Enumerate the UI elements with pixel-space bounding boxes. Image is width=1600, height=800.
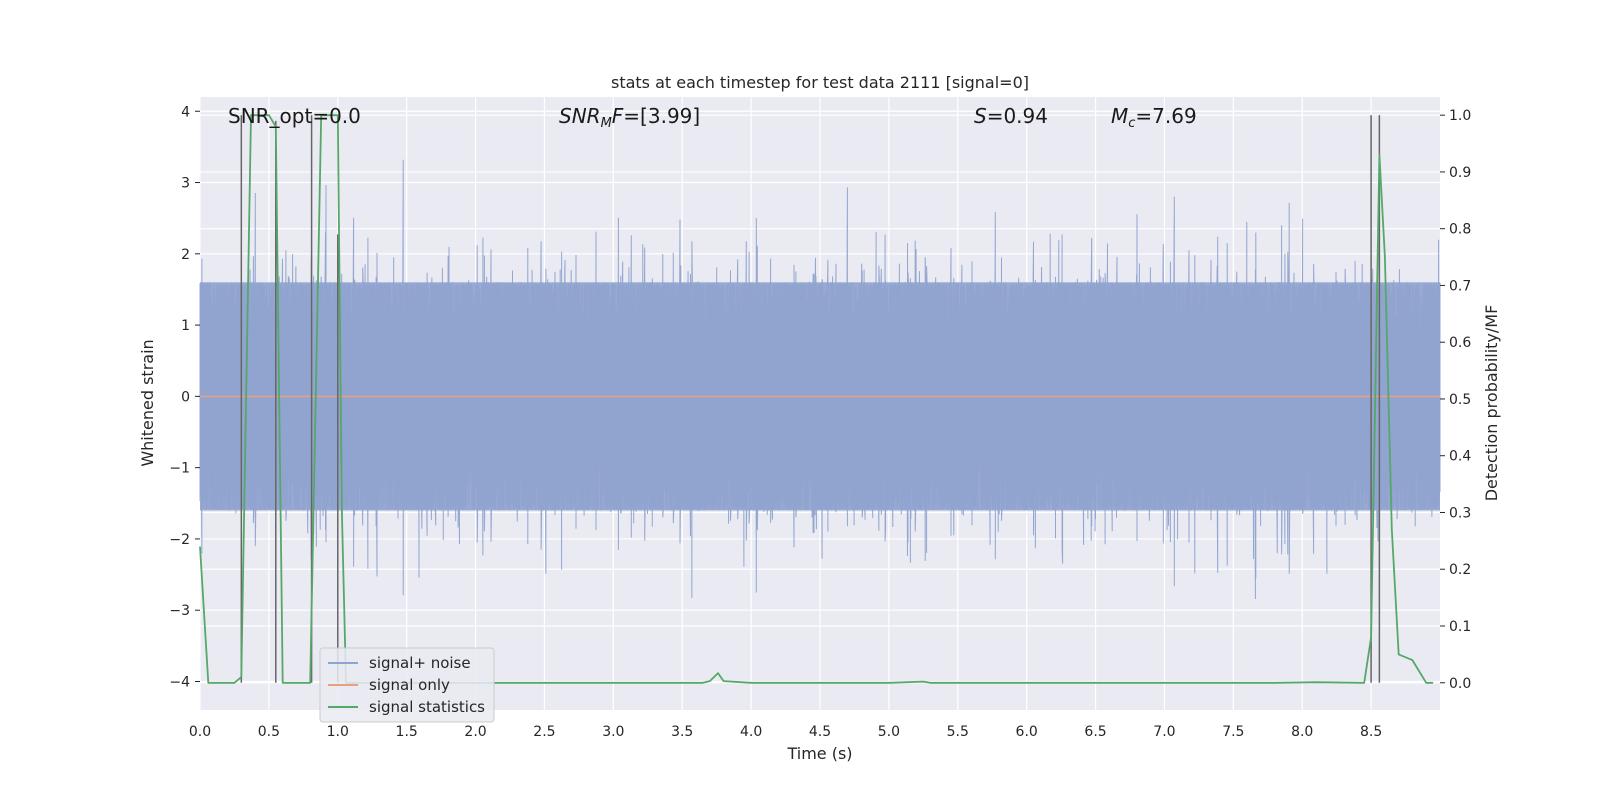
y2-axis-label: Detection probability/MF: [1482, 305, 1501, 502]
y-axis-label: Whitened strain: [138, 339, 157, 466]
x-tick-label: 1.0: [327, 724, 349, 740]
annotation-snr-opt: SNR_opt=0.0: [228, 104, 361, 128]
y2-tick-label: 0.0: [1449, 676, 1471, 692]
y-tick-label: −4: [169, 674, 190, 690]
y-tick-label: −3: [169, 603, 190, 619]
y-tick-label: 2: [181, 247, 190, 263]
x-tick-label: 3.0: [602, 724, 624, 740]
y-ticks: 4 3 2 1 0 −1 −2 −3 −4: [169, 104, 200, 690]
y-tick-label: 1: [181, 318, 190, 334]
x-tick-label: 2.0: [464, 724, 486, 740]
s-value: =0.94: [987, 104, 1048, 128]
y-tick-label: 3: [181, 176, 190, 192]
x-tick-label: 8.0: [1291, 724, 1313, 740]
y-tick-label: 0: [181, 389, 190, 405]
legend-box: [319, 647, 495, 723]
x-tick-label: 3.5: [671, 724, 693, 740]
y2-ticks: 1.0 0.9 0.8 0.7 0.6 0.5 0.4 0.3 0.2 0.1 0.0: [1440, 108, 1471, 692]
legend-label-signal-only: signal only: [369, 676, 450, 694]
annotation-mc: Mc=7.69: [1111, 104, 1197, 131]
y2-tick-label: 0.3: [1449, 505, 1471, 521]
x-ticks: 0.0 0.5 1.0 1.5 2.0 2.5 3.0 3.5 4.0 4.5 5.0 5.5 6.0 6…: [189, 724, 1382, 740]
y2-tick-label: 0.9: [1449, 165, 1471, 181]
chart-title: stats at each timestep for test data 211…: [611, 73, 1029, 92]
signal-statistics-line: [199, 114, 1434, 684]
x-tick-label: 8.5: [1360, 724, 1382, 740]
x-tick-label: 0.0: [189, 724, 211, 740]
snr-mf-label: SNR: [559, 104, 601, 128]
x-tick-label: 7.5: [1222, 724, 1244, 740]
legend-label-signal-statistics: signal statistics: [369, 698, 485, 716]
x-axis-label: Time (s): [786, 744, 852, 763]
x-tick-label: 4.0: [740, 724, 762, 740]
y2-tick-label: 0.6: [1449, 335, 1471, 351]
y2-tick-label: 0.8: [1449, 222, 1471, 238]
y2-tick-label: 0.5: [1449, 392, 1471, 408]
x-tick-label: 1.5: [396, 724, 418, 740]
annotation-snr-mf: SNRMF=[3.99]: [559, 104, 700, 131]
y2-tick-label: 0.2: [1449, 562, 1471, 578]
legend: signal+ noise signal only signal statist…: [319, 647, 495, 723]
s-label: S: [974, 104, 987, 128]
y-tick-label: −2: [169, 532, 190, 548]
y2-tick-label: 1.0: [1449, 108, 1471, 124]
x-tick-label: 5.5: [947, 724, 969, 740]
snr-mf-f: F: [612, 104, 624, 128]
x-tick-label: 6.0: [1016, 724, 1038, 740]
y-tick-label: 4: [181, 104, 190, 120]
mc-label: M: [1111, 104, 1128, 128]
x-tick-label: 7.0: [1153, 724, 1175, 740]
annotation-s: S=0.94: [974, 104, 1048, 128]
x-tick-label: 5.0: [878, 724, 900, 740]
mc-sub: c: [1128, 116, 1135, 131]
x-tick-label: 4.5: [809, 724, 831, 740]
snr-mf-value: =[3.99]: [623, 104, 700, 128]
y2-tick-label: 0.4: [1449, 449, 1471, 465]
y-tick-label: −1: [169, 461, 190, 477]
legend-label-noise: signal+ noise: [369, 654, 471, 672]
y2-tick-label: 0.1: [1449, 619, 1471, 635]
snr-mf-sub: M: [601, 116, 612, 131]
x-tick-label: 2.5: [533, 724, 555, 740]
x-tick-label: 0.5: [258, 724, 280, 740]
x-tick-label: 6.5: [1084, 724, 1106, 740]
noise-trace: [199, 159, 1441, 600]
y2-tick-label: 0.7: [1449, 278, 1471, 294]
mc-value: =7.69: [1135, 104, 1196, 128]
